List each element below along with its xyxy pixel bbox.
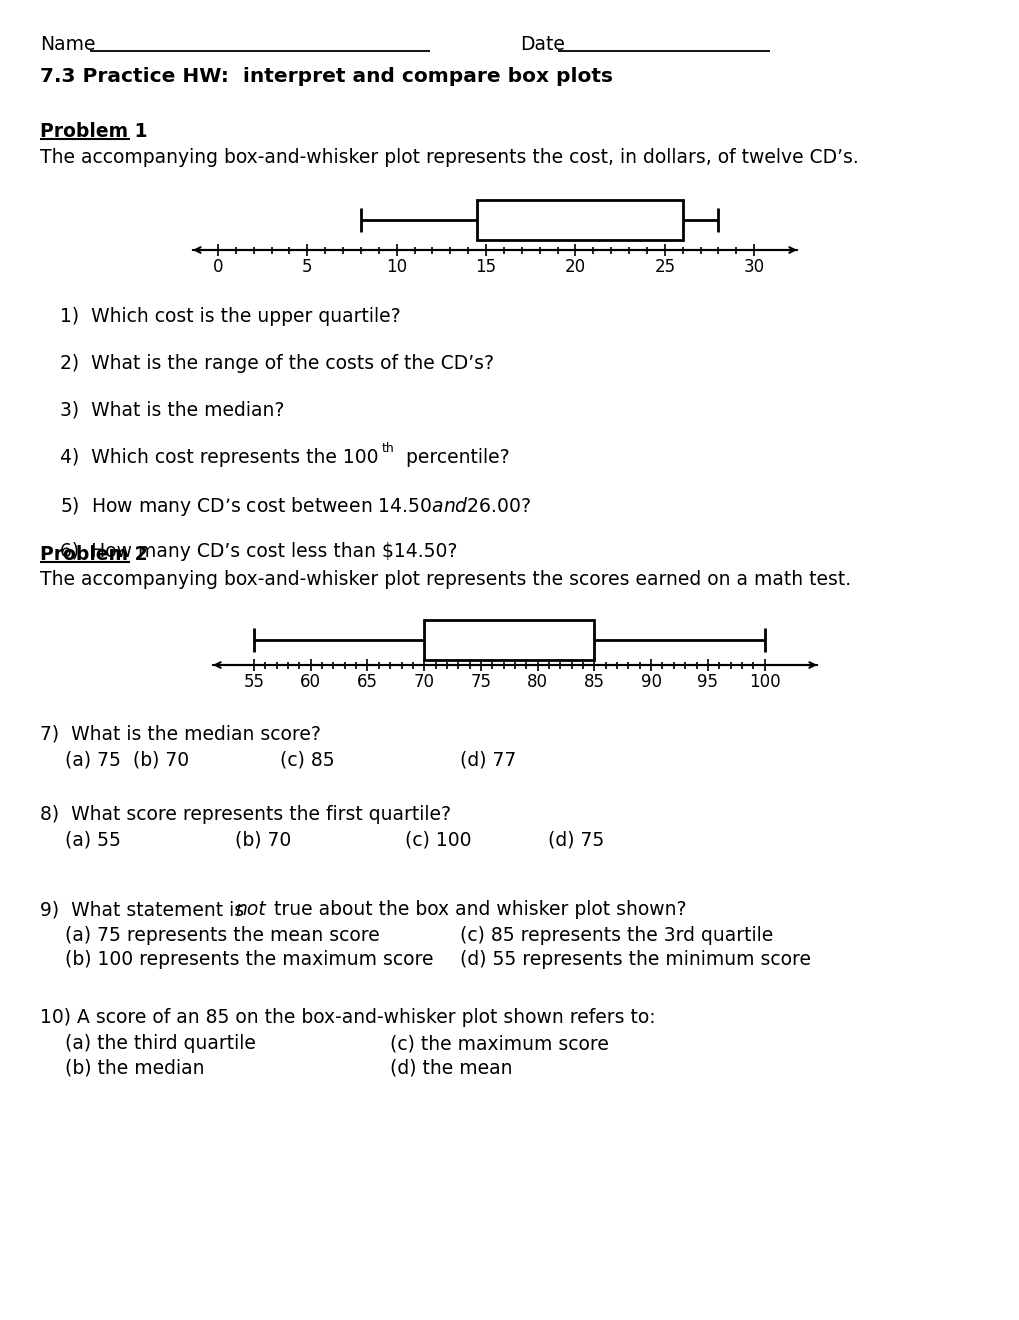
Text: 9)  What statement is: 9) What statement is: [40, 900, 250, 919]
Text: (d) 75: (d) 75: [547, 832, 603, 850]
Text: 5: 5: [302, 257, 312, 276]
Text: Problem 2: Problem 2: [40, 545, 148, 564]
Text: 2)  What is the range of the costs of the CD’s?: 2) What is the range of the costs of the…: [60, 354, 493, 374]
Text: 60: 60: [300, 673, 321, 690]
Text: 65: 65: [357, 673, 378, 690]
Text: (c) the maximum score: (c) the maximum score: [389, 1034, 608, 1053]
Text: 8)  What score represents the first quartile?: 8) What score represents the first quart…: [40, 805, 450, 824]
Text: Name: Name: [40, 36, 96, 54]
Text: 30: 30: [743, 257, 764, 276]
Text: (b) 70: (b) 70: [234, 832, 291, 850]
Text: (d) 77: (d) 77: [460, 751, 516, 770]
Text: 75: 75: [470, 673, 491, 690]
Bar: [424, 620, 594, 660]
Text: Date: Date: [520, 36, 565, 54]
Text: 55: 55: [244, 673, 264, 690]
Text: 25: 25: [653, 257, 675, 276]
Text: 7)  What is the median score?: 7) What is the median score?: [40, 725, 321, 744]
Text: th: th: [382, 442, 394, 455]
Text: (d) 55 represents the minimum score: (d) 55 represents the minimum score: [460, 950, 810, 969]
Text: (a) 75 represents the mean score: (a) 75 represents the mean score: [65, 927, 379, 945]
Text: (c) 85: (c) 85: [280, 751, 334, 770]
Text: (a) 75  (b) 70: (a) 75 (b) 70: [65, 751, 189, 770]
Text: (b) 100 represents the maximum score: (b) 100 represents the maximum score: [65, 950, 433, 969]
Text: 1)  Which cost is the upper quartile?: 1) Which cost is the upper quartile?: [60, 308, 400, 326]
Text: 100: 100: [748, 673, 780, 690]
Text: (c) 85 represents the 3rd quartile: (c) 85 represents the 3rd quartile: [460, 927, 772, 945]
Text: (c) 100: (c) 100: [405, 832, 471, 850]
Text: 70: 70: [414, 673, 434, 690]
Text: 7.3 Practice HW:  interpret and compare box plots: 7.3 Practice HW: interpret and compare b…: [40, 67, 612, 86]
Text: 20: 20: [565, 257, 586, 276]
Text: 5)  How many CD’s cost between $14.50 and $26.00?: 5) How many CD’s cost between $14.50 and…: [60, 495, 531, 517]
Text: 3)  What is the median?: 3) What is the median?: [60, 401, 284, 420]
Text: (a) the third quartile: (a) the third quartile: [65, 1034, 256, 1053]
Text: 10) A score of an 85 on the box-and-whisker plot shown refers to:: 10) A score of an 85 on the box-and-whis…: [40, 1008, 655, 1027]
Text: The accompanying box-and-whisker plot represents the scores earned on a math tes: The accompanying box-and-whisker plot re…: [40, 570, 850, 589]
Text: 4)  Which cost represents the 100: 4) Which cost represents the 100: [60, 447, 378, 467]
Text: The accompanying box-and-whisker plot represents the cost, in dollars, of twelve: The accompanying box-and-whisker plot re…: [40, 148, 858, 168]
Bar: [477, 201, 682, 240]
Text: 6)  How many CD’s cost less than $14.50?: 6) How many CD’s cost less than $14.50?: [60, 543, 457, 561]
Text: 95: 95: [697, 673, 717, 690]
Text: not: not: [234, 900, 266, 919]
Text: true about the box and whisker plot shown?: true about the box and whisker plot show…: [268, 900, 686, 919]
Text: 80: 80: [527, 673, 547, 690]
Text: 10: 10: [386, 257, 407, 276]
Text: (d) the mean: (d) the mean: [389, 1059, 512, 1077]
Text: Problem 1: Problem 1: [40, 121, 148, 141]
Text: (b) the median: (b) the median: [65, 1059, 204, 1077]
Text: 85: 85: [583, 673, 604, 690]
Text: 90: 90: [640, 673, 661, 690]
Text: 0: 0: [212, 257, 223, 276]
Text: (a) 55: (a) 55: [65, 832, 121, 850]
Text: percentile?: percentile?: [399, 447, 510, 467]
Text: 15: 15: [475, 257, 496, 276]
